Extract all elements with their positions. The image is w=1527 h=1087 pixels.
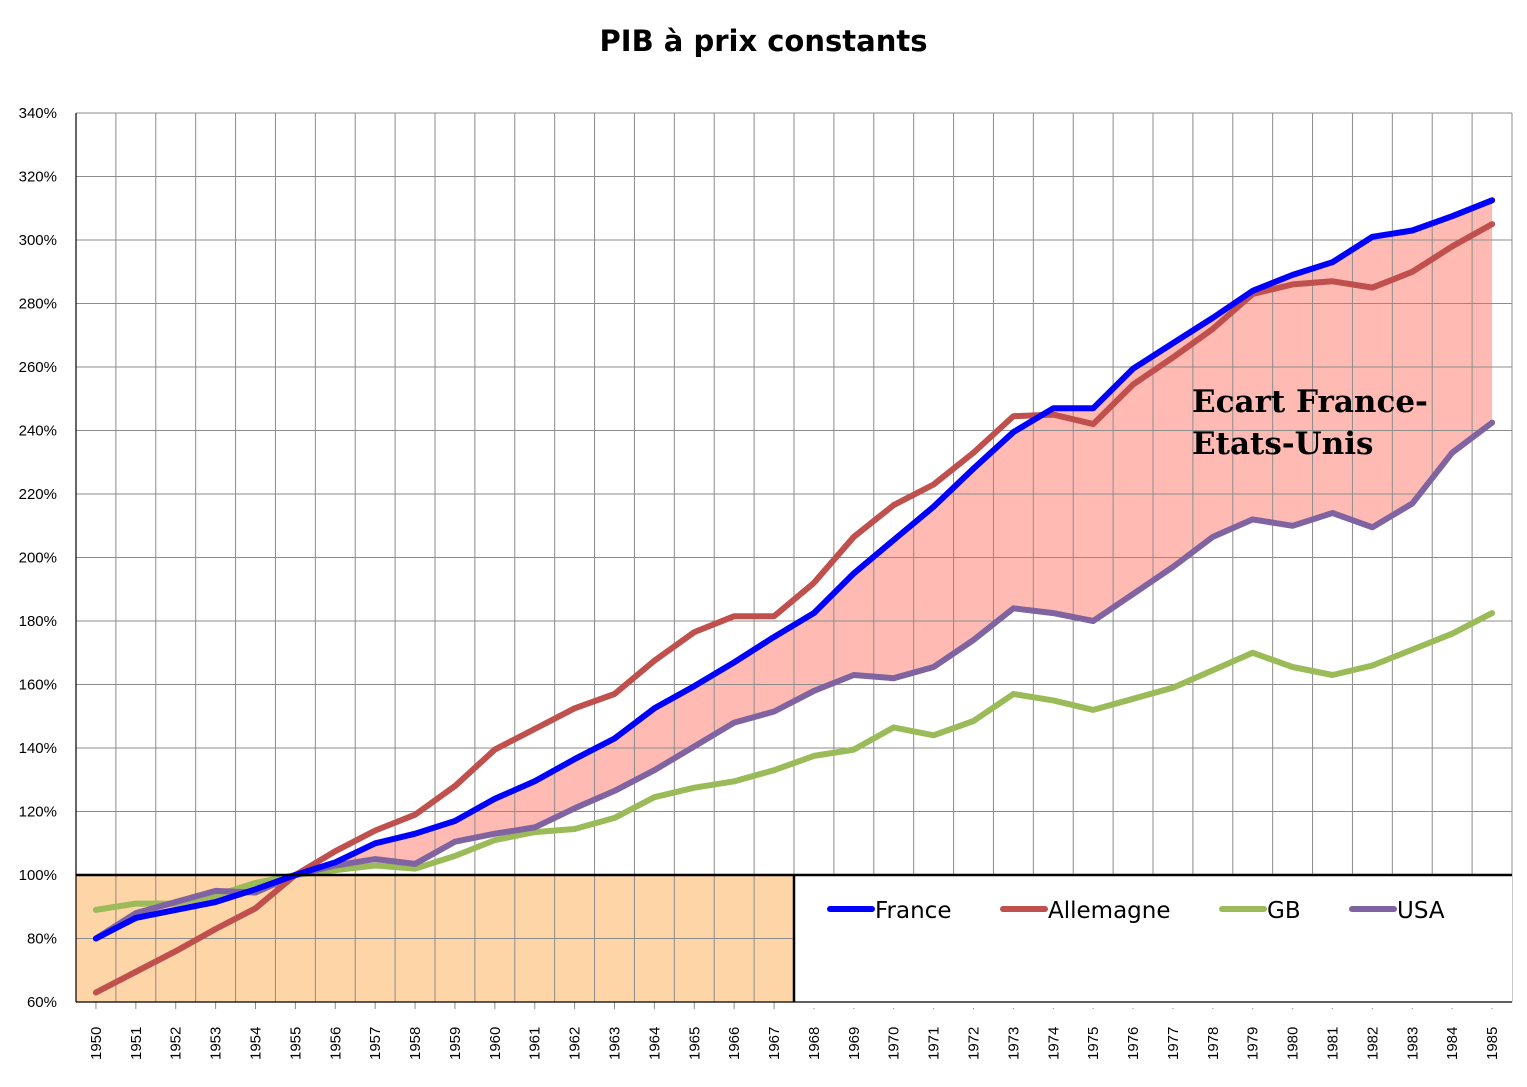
x-tick-label: 1965 [686, 1027, 703, 1060]
y-tick-label: 260% [19, 359, 57, 376]
x-tick-label: 1968 [806, 1027, 823, 1060]
x-tick-label: 1984 [1444, 1027, 1461, 1060]
y-tick-label: 240% [19, 423, 57, 440]
y-tick-label: 280% [19, 296, 57, 313]
annotation-line: Etats-Unis [1192, 426, 1373, 462]
x-tick-label: 1962 [567, 1027, 584, 1060]
y-tick-label: 120% [19, 804, 57, 821]
legend-label-france: France [875, 898, 951, 924]
gridlines [75, 112, 1513, 1009]
legend-label-usa: USA [1397, 898, 1445, 924]
x-tick-label: 1955 [287, 1027, 304, 1060]
x-tick-label: 1956 [327, 1027, 344, 1060]
series-line-allemagne [92, 221, 1496, 996]
y-tick-label: 300% [19, 232, 57, 249]
x-tick-labels: 1950 1951 1952 1953 1954 1955 1956 1957 1958 1959… [88, 1027, 1501, 1060]
y-tick-label: 160% [19, 677, 57, 694]
x-tick-label: 1966 [726, 1027, 743, 1060]
series-line-france [92, 197, 1496, 942]
x-tick-label: 1971 [926, 1027, 943, 1060]
y-tick-label: 200% [19, 550, 57, 567]
gap-band-layer [95, 200, 1493, 939]
x-tick-label: 1978 [1205, 1027, 1222, 1060]
x-tick-label: 1982 [1364, 1027, 1381, 1060]
x-tick-label: 1974 [1045, 1027, 1062, 1060]
x-tick-label: 1970 [886, 1027, 903, 1060]
legend: France Allemagne GB USA [827, 898, 1445, 924]
x-tick-label: 1960 [487, 1027, 504, 1060]
x-tick-label: 1963 [607, 1027, 624, 1060]
legend-background [794, 875, 1512, 1008]
x-tick-label: 1950 [88, 1027, 105, 1060]
chart-title: PIB à prix constants [599, 24, 928, 58]
x-tick-label: 1961 [527, 1027, 544, 1060]
x-tick-label: 1957 [367, 1027, 384, 1060]
y-tick-label: 60% [27, 994, 57, 1011]
y-tick-label: 100% [19, 867, 57, 884]
x-tick-label: 1979 [1245, 1027, 1262, 1060]
y-tick-label: 340% [19, 105, 57, 122]
legend-label-allemagne: Allemagne [1048, 898, 1171, 924]
x-tick-label: 1958 [407, 1027, 424, 1060]
series-line-gb [92, 610, 1496, 913]
x-tick-label: 1954 [248, 1027, 265, 1060]
x-tick-label: 1951 [128, 1027, 145, 1060]
y-tick-label: 180% [19, 613, 57, 630]
x-tick-label: 1972 [966, 1027, 983, 1060]
annotation-line: Ecart France- [1192, 384, 1428, 420]
annotation: Ecart France- Etats-Unis [1192, 384, 1428, 462]
y-tick-label: 80% [27, 931, 57, 948]
x-tick-label: 1975 [1085, 1027, 1102, 1060]
x-tick-label: 1983 [1404, 1027, 1421, 1060]
y-tick-label: 220% [19, 486, 57, 503]
axes [75, 113, 1512, 1003]
legend-box [794, 875, 1512, 1008]
x-tick-label: 1985 [1484, 1027, 1501, 1060]
x-tick-label: 1977 [1165, 1027, 1182, 1060]
x-tick-label: 1967 [766, 1027, 783, 1060]
x-tick-label: 1981 [1325, 1027, 1342, 1060]
x-tick-label: 1976 [1125, 1027, 1142, 1060]
gap-band [95, 200, 1493, 939]
legend-label-gb: GB [1267, 898, 1301, 924]
x-tick-label: 1952 [168, 1027, 185, 1060]
x-tick-label: 1964 [646, 1027, 663, 1060]
x-tick-label: 1980 [1285, 1027, 1302, 1060]
x-tick-label: 1959 [447, 1027, 464, 1060]
y-tick-labels: 60% 80% 100% 120% 140% 160% 180% 200% 220% 240% 26… [19, 105, 57, 1011]
x-tick-label: 1973 [1005, 1027, 1022, 1060]
series-lines [92, 197, 1496, 996]
y-tick-label: 140% [19, 740, 57, 757]
y-tick-label: 320% [19, 169, 57, 186]
x-tick-label: 1953 [208, 1027, 225, 1060]
x-tick-label: 1969 [846, 1027, 863, 1060]
